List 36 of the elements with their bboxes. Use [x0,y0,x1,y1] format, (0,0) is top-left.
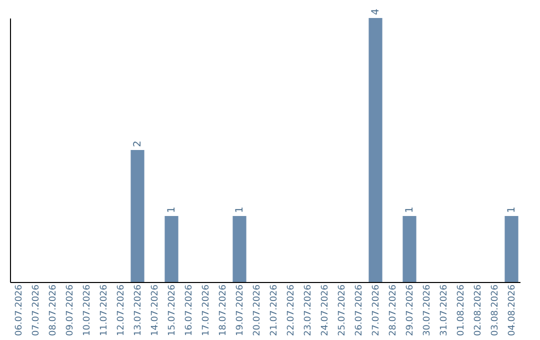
x-tick-label: 02.08.2026 [474,284,484,336]
x-tick-label: 26.07.2026 [354,284,364,336]
x-tick-label: 04.08.2026 [508,284,518,336]
data-label: 1 [404,206,416,213]
x-tick-label: 16.07.2026 [184,284,194,336]
x-tick-label: 09.07.2026 [66,284,76,336]
x-tick-label: 10.07.2026 [82,284,92,336]
data-label: 1 [506,206,518,213]
data-label: 1 [166,206,178,213]
x-tick-label: 20.07.2026 [252,284,262,336]
x-tick-label: 22.07.2026 [286,284,296,336]
x-tick-label: 17.07.2026 [202,284,212,336]
x-tick-label: 24.07.2026 [320,284,330,336]
x-tick-label: 12.07.2026 [116,284,126,336]
x-tick-label: 01.08.2026 [456,284,466,336]
x-tick-label: 15.07.2026 [168,284,178,336]
x-tick-label: 21.07.2026 [270,284,280,336]
x-tick-label: 03.08.2026 [490,284,500,336]
x-tick-label: 19.07.2026 [236,284,246,336]
x-tick-label: 25.07.2026 [338,284,348,336]
data-label: 1 [234,206,246,213]
x-tick-label: 27.07.2026 [372,284,382,336]
x-tick-label: 07.07.2026 [32,284,42,336]
x-tick-label: 13.07.2026 [134,284,144,336]
x-tick-label: 28.07.2026 [388,284,398,336]
x-tick-label: 23.07.2026 [304,284,314,336]
x-tick-label: 08.07.2026 [48,284,58,336]
x-tick-label: 30.07.2026 [422,284,432,336]
data-label: 2 [132,140,144,147]
x-tick-label: 29.07.2026 [406,284,416,336]
x-tick-label: 06.07.2026 [14,284,24,336]
x-tick-label: 31.07.2026 [440,284,450,336]
x-tick-label: 18.07.2026 [218,284,228,336]
data-label: 4 [370,8,382,15]
x-tick-label: 14.07.2026 [150,284,160,336]
x-tick-label: 11.07.2026 [100,284,110,336]
